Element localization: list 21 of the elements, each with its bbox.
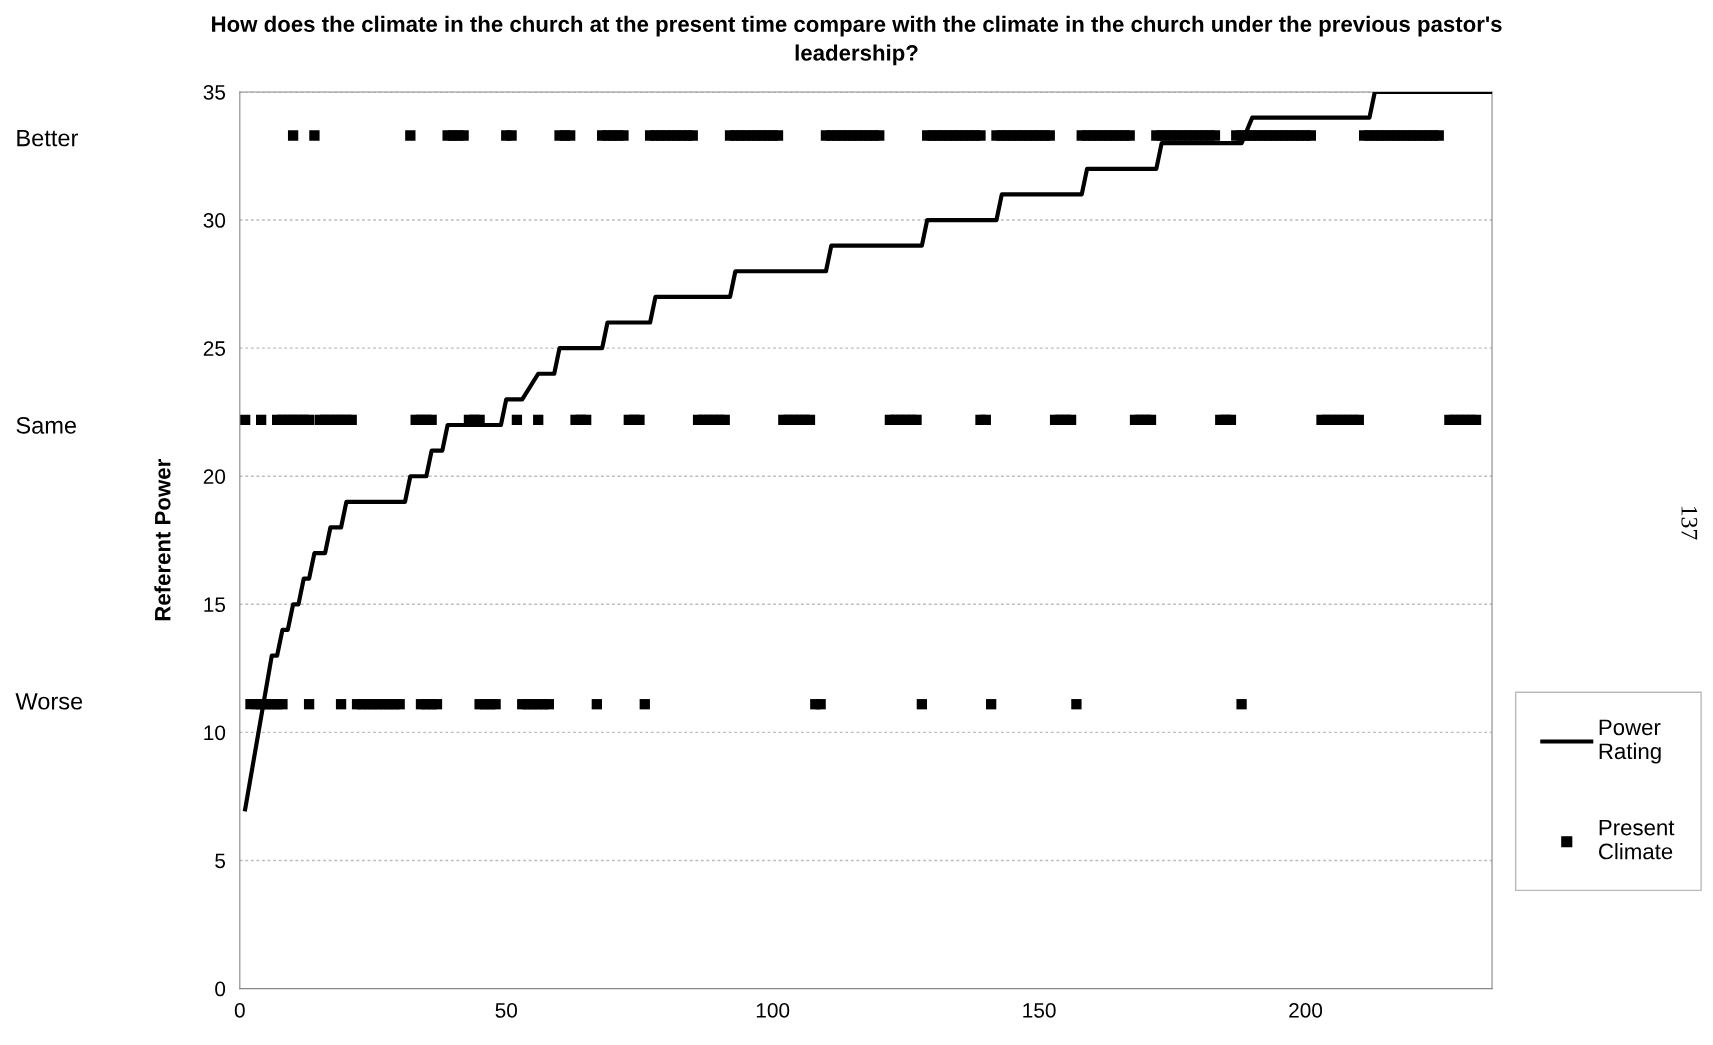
- y-tick-label: 25: [203, 341, 226, 356]
- text: Same: [16, 417, 77, 434]
- y-tick-label: 10: [204, 725, 226, 741]
- y-tick-label: 0: [215, 981, 226, 997]
- chart-title: How does the climate in the church at the present time compare with the climate in the church under the previous pastor's leadership?: [212, 15, 1502, 66]
- legend-label: Present Climate: [1599, 819, 1675, 860]
- y-tick-label: 35: [203, 84, 226, 100]
- text: Worse: [15, 693, 83, 710]
- x-tick-label: 50: [495, 1003, 518, 1018]
- y-tick-label: 20: [203, 469, 226, 484]
- x-tick-label: 0: [234, 1003, 245, 1018]
- y-tick-label: 5: [215, 853, 226, 869]
- text: Better: [17, 129, 79, 147]
- y-tick-label: 15: [204, 597, 226, 613]
- y-axis-title: Referent Power: [154, 459, 171, 621]
- x-tick-label: 150: [1023, 1003, 1056, 1018]
- x-tick-label: 100: [756, 1003, 790, 1018]
- text: 137: [1681, 506, 1698, 540]
- y-tick-label: 30: [203, 213, 226, 228]
- legend-label: Power Rating: [1599, 719, 1661, 764]
- x-tick-label: 200: [1289, 1003, 1323, 1018]
